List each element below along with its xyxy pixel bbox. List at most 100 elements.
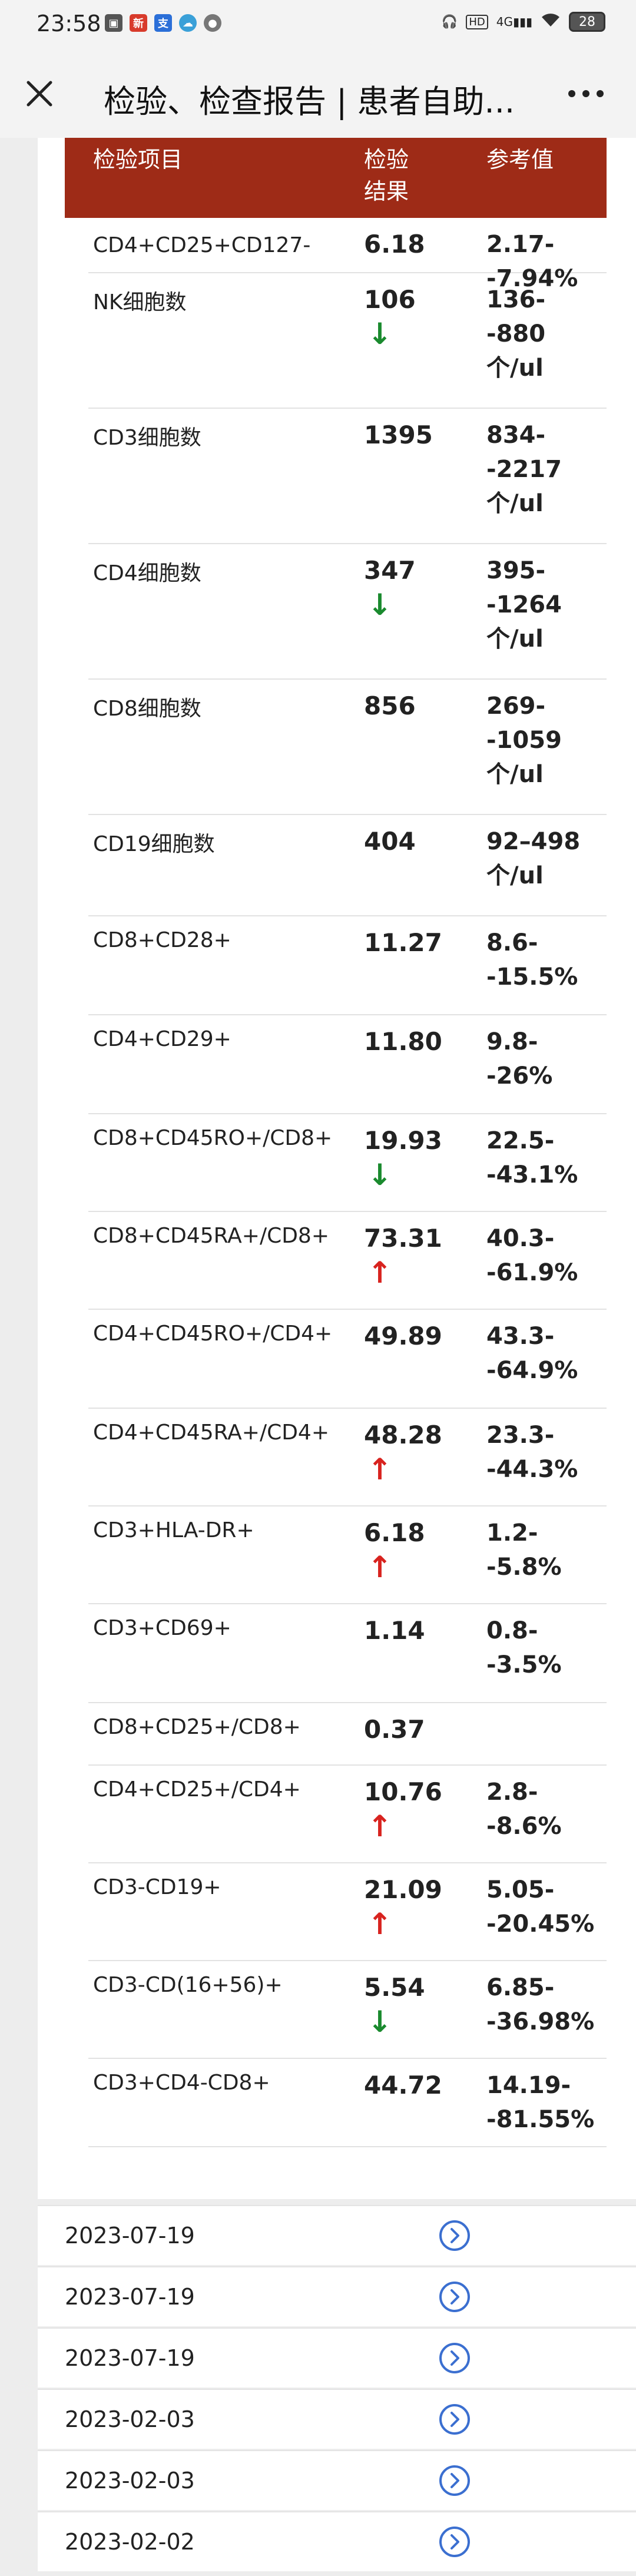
report-date: 2023-07-19 [65,2223,195,2249]
report-date: 2023-02-03 [65,2406,195,2432]
battery-level: 28 [579,14,595,29]
test-result-value: 49.89 [364,1322,442,1350]
chevron-right-icon[interactable] [438,2219,471,2252]
arrow-down-icon: ↓ [367,2005,392,2039]
arrow-up-icon: ↑ [367,1452,392,1486]
test-result-value: 5.54 [364,1973,425,2002]
chevron-right-icon[interactable] [438,2464,471,2497]
test-result-value: 0.37 [364,1715,425,1744]
test-result-value: 6.18 [364,1518,425,1547]
test-item-name: CD4+CD45RO+/CD4+ [93,1322,333,1346]
reference-range: 6.85- -36.98% [486,1974,595,2035]
reference-range: 40.3- -61.9% [486,1225,578,1286]
reference-range: 22.5- -43.1% [486,1127,578,1188]
reference-range: 2.17- -7.94% [486,231,578,292]
table-row: CD3-CD(16+56)+ 5.54 ↓ 6.85- -36.98% [88,1960,607,2059]
table-row: CD8+CD28+ 11.27 8.6- -15.5% [88,915,607,1015]
table-row: CD3细胞数 1395 834- -2217 个/ul [88,408,607,544]
reference-range: 269- -1059 个/ul [486,693,562,788]
report-date: 2023-02-03 [65,2468,195,2494]
table-row: CD4+CD45RO+/CD4+ 49.89 43.3- -64.9% [88,1309,607,1409]
test-result-value: 347 [364,556,416,585]
arrow-up-icon: ↑ [367,1256,392,1290]
test-result-value: 1.14 [364,1616,425,1645]
test-result-value: 404 [364,827,416,856]
report-list-item[interactable]: 2023-07-19 [38,2327,636,2388]
more-dot-icon [597,90,604,97]
table-row: CD3+HLA-DR+ 6.18 ↑ 1.2- -5.8% [88,1505,607,1604]
more-menu-button[interactable] [559,74,612,113]
network-type: 4G [496,15,513,29]
notification-icons: ▣ 新 支 ☁ ● [105,14,221,32]
test-result-value: 21.09 [364,1875,442,1904]
test-item-name: NK细胞数 [93,290,187,314]
arrow-up-icon: ↑ [367,1907,392,1941]
nav-bar: 检验、检查报告 | 患者自助... [0,51,636,138]
test-result-value: 11.27 [364,928,442,957]
report-list-item[interactable]: 2023-07-19 [38,2205,636,2265]
close-button[interactable] [20,74,59,113]
table-row: CD4+CD25+/CD4+ 10.76 ↑ 2.8- -8.6% [88,1764,607,1863]
test-result-value: 6.18 [364,230,425,259]
test-item-name: CD19细胞数 [93,832,215,856]
report-list-item[interactable]: 2023-02-03 [38,2450,636,2510]
report-list-item[interactable]: 2023-07-19 [38,2266,636,2326]
reference-range: 92–498 个/ul [486,828,581,889]
reference-range: 23.3- -44.3% [486,1422,578,1483]
status-time: 23:58 [37,11,101,37]
test-result-value: 106 [364,285,416,314]
headphone-icon: 🎧 [441,14,458,29]
table-row: CD3+CD4-CD8+ 44.72 14.19- -81.55% [88,2058,607,2147]
test-item-name: CD4+CD25+CD127- [93,233,311,257]
test-item-name: CD8+CD45RA+/CD8+ [93,1224,329,1248]
test-item-name: CD4+CD45RA+/CD4+ [93,1421,329,1445]
arrow-down-icon: ↓ [367,1158,392,1192]
report-list-item[interactable]: 2023-02-03 [38,2389,636,2449]
reference-range: 395- -1264 个/ul [486,557,562,653]
arrow-up-icon: ↑ [367,1809,392,1843]
table-row: CD4细胞数 347 ↓ 395- -1264 个/ul [88,543,607,680]
reference-range: 1.2- -5.8% [486,1519,562,1581]
reference-range: 43.3- -64.9% [486,1323,578,1384]
test-result-value: 10.76 [364,1777,442,1806]
battery-indicator: 28 [569,12,605,32]
reference-range: 14.19- -81.55% [486,2072,595,2133]
table-row: CD8+CD45RO+/CD8+ 19.93 ↓ 22.5- -43.1% [88,1113,607,1212]
report-list-item[interactable]: 2023-02-02 [38,2511,636,2571]
chevron-right-icon[interactable] [438,2342,471,2375]
reference-range: 0.8- -3.5% [486,1617,562,1678]
reference-range: 9.8- -26% [486,1028,553,1090]
news-notification-icon: 新 [130,14,147,32]
cloud-notification-icon: ☁ [179,14,197,32]
test-item-name: CD3-CD19+ [93,1875,221,1899]
more-dot-icon [568,90,575,97]
table-row: NK细胞数 106 ↓ 136- -880 个/ul [88,272,607,409]
table-row: CD4+CD25+CD127- 6.18 2.17- -7.94% [88,218,607,292]
table-row: CD19细胞数 404 92–498 个/ul [88,814,607,916]
table-row: CD3-CD19+ 21.09 ↑ 5.05- -20.45% [88,1862,607,1961]
report-date: 2023-02-02 [65,2529,195,2555]
more-dot-icon [582,90,589,97]
test-item-name: CD3-CD(16+56)+ [93,1973,283,1997]
test-item-name: CD3+HLA-DR+ [93,1518,254,1542]
table-row: CD8细胞数 856 269- -1059 个/ul [88,678,607,815]
chevron-right-icon[interactable] [438,2525,471,2558]
reference-range: 8.6- -15.5% [486,929,578,991]
wifi-icon [541,12,561,31]
reference-range: 136- -880 个/ul [486,286,546,382]
chevron-right-icon[interactable] [438,2280,471,2313]
table-header: 检验项目 检验 结果 参考值 [65,138,607,218]
test-item-name: CD8+CD25+/CD8+ [93,1715,301,1739]
test-item-name: CD4+CD29+ [93,1027,231,1051]
table-row: CD8+CD45RA+/CD8+ 73.31 ↑ 40.3- -61.9% [88,1211,607,1310]
signal-icon: 4G▮▮▮ [496,15,532,29]
report-date: 2023-07-19 [65,2345,195,2371]
report-card [38,138,636,2199]
arrow-down-icon: ↓ [367,317,392,351]
chevron-right-icon[interactable] [438,2403,471,2436]
test-item-name: CD8+CD45RO+/CD8+ [93,1126,333,1150]
pay-notification-icon: 支 [154,14,172,32]
test-item-name: CD4细胞数 [93,561,201,585]
test-item-name: CD8+CD28+ [93,928,231,952]
table-row: CD8+CD25+/CD8+ 0.37 [88,1702,607,1766]
